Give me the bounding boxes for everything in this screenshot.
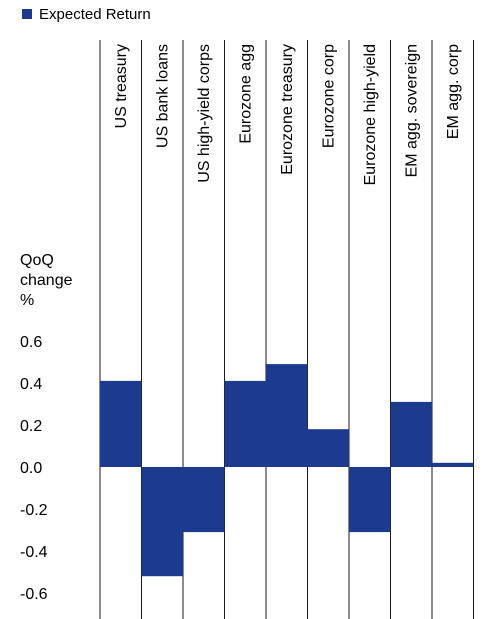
bar-eurozone-high-yield bbox=[349, 467, 391, 533]
y-axis-title-line: QoQ bbox=[20, 252, 54, 269]
bar-eurozone-agg bbox=[224, 380, 266, 467]
bar-em-agg-sovereign bbox=[390, 401, 432, 467]
category-label: Eurozone treasury bbox=[279, 44, 296, 175]
bar-em-agg-corp bbox=[432, 462, 474, 467]
y-tick-label: -0.2 bbox=[20, 502, 48, 519]
y-tick-label: 0.6 bbox=[20, 334, 42, 351]
bars bbox=[100, 364, 474, 577]
category-labels: US treasury US bank loans US high-yield co… bbox=[113, 44, 462, 186]
y-tick-label: -0.6 bbox=[20, 586, 48, 603]
bar-eurozone-treasury bbox=[266, 364, 308, 467]
legend-label: Expected Return bbox=[39, 6, 151, 23]
category-label: Eurozone corp bbox=[321, 44, 338, 148]
category-label: EM agg. sovereign bbox=[404, 44, 421, 177]
column-dividers bbox=[99, 40, 474, 619]
y-tick-label: 0.0 bbox=[20, 460, 42, 477]
bar-us-bank-loans bbox=[141, 467, 183, 577]
bar-eurozone-corp bbox=[307, 429, 349, 467]
y-axis-title-line: % bbox=[20, 292, 34, 309]
category-label: US bank loans bbox=[155, 44, 172, 148]
category-label: US high-yield corps bbox=[196, 44, 213, 183]
y-tick-label: 0.4 bbox=[20, 376, 42, 393]
y-axis-ticks: 0.6 0.4 0.2 0.0 -0.2 -0.4 -0.6 bbox=[20, 334, 48, 603]
y-axis-title: QoQ change% bbox=[20, 252, 73, 309]
legend: Expected Return bbox=[22, 6, 151, 23]
category-label: US treasury bbox=[113, 44, 130, 128]
y-axis-title-line: change bbox=[20, 272, 73, 289]
y-tick-label: -0.4 bbox=[20, 544, 48, 561]
bar-us-treasury bbox=[100, 380, 142, 467]
legend-swatch bbox=[22, 9, 32, 19]
category-label: Eurozone agg bbox=[238, 44, 255, 144]
y-tick-label: 0.2 bbox=[20, 418, 42, 435]
category-label: EM agg. corp bbox=[445, 44, 462, 139]
category-label: Eurozone high-yield bbox=[362, 44, 379, 185]
bar-us-high-yield-corps bbox=[183, 467, 225, 533]
